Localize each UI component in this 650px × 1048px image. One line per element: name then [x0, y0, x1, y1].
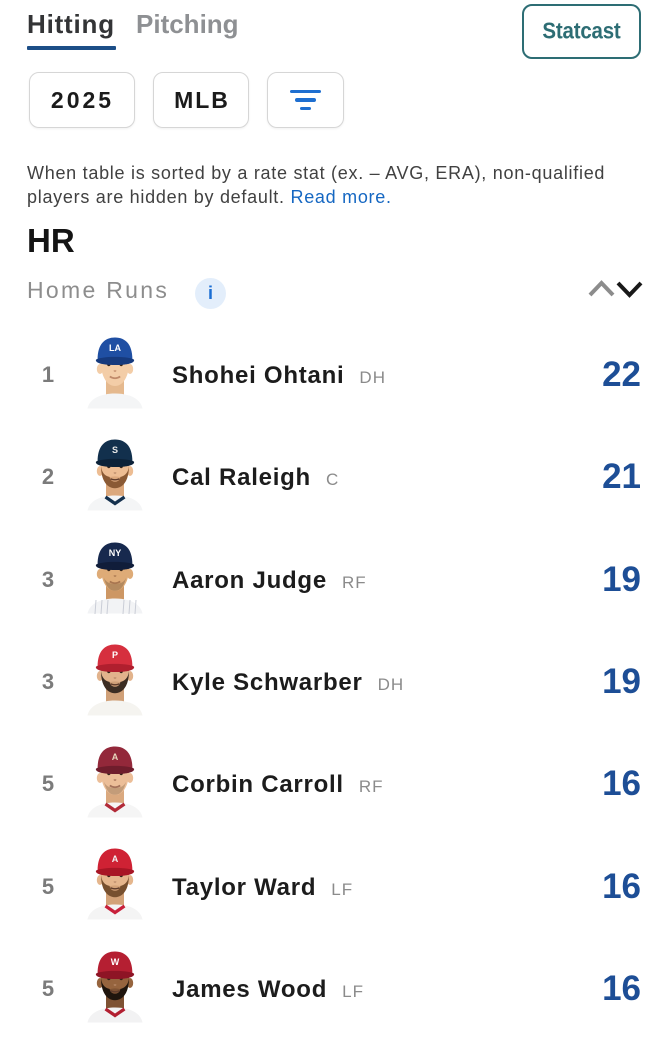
svg-text:S: S: [112, 445, 118, 455]
svg-text:LA: LA: [109, 343, 121, 353]
svg-text:W: W: [111, 956, 120, 966]
svg-text:P: P: [112, 650, 118, 660]
svg-text:A: A: [112, 854, 119, 864]
svg-text:A: A: [112, 752, 119, 762]
svg-text:NY: NY: [109, 547, 122, 557]
